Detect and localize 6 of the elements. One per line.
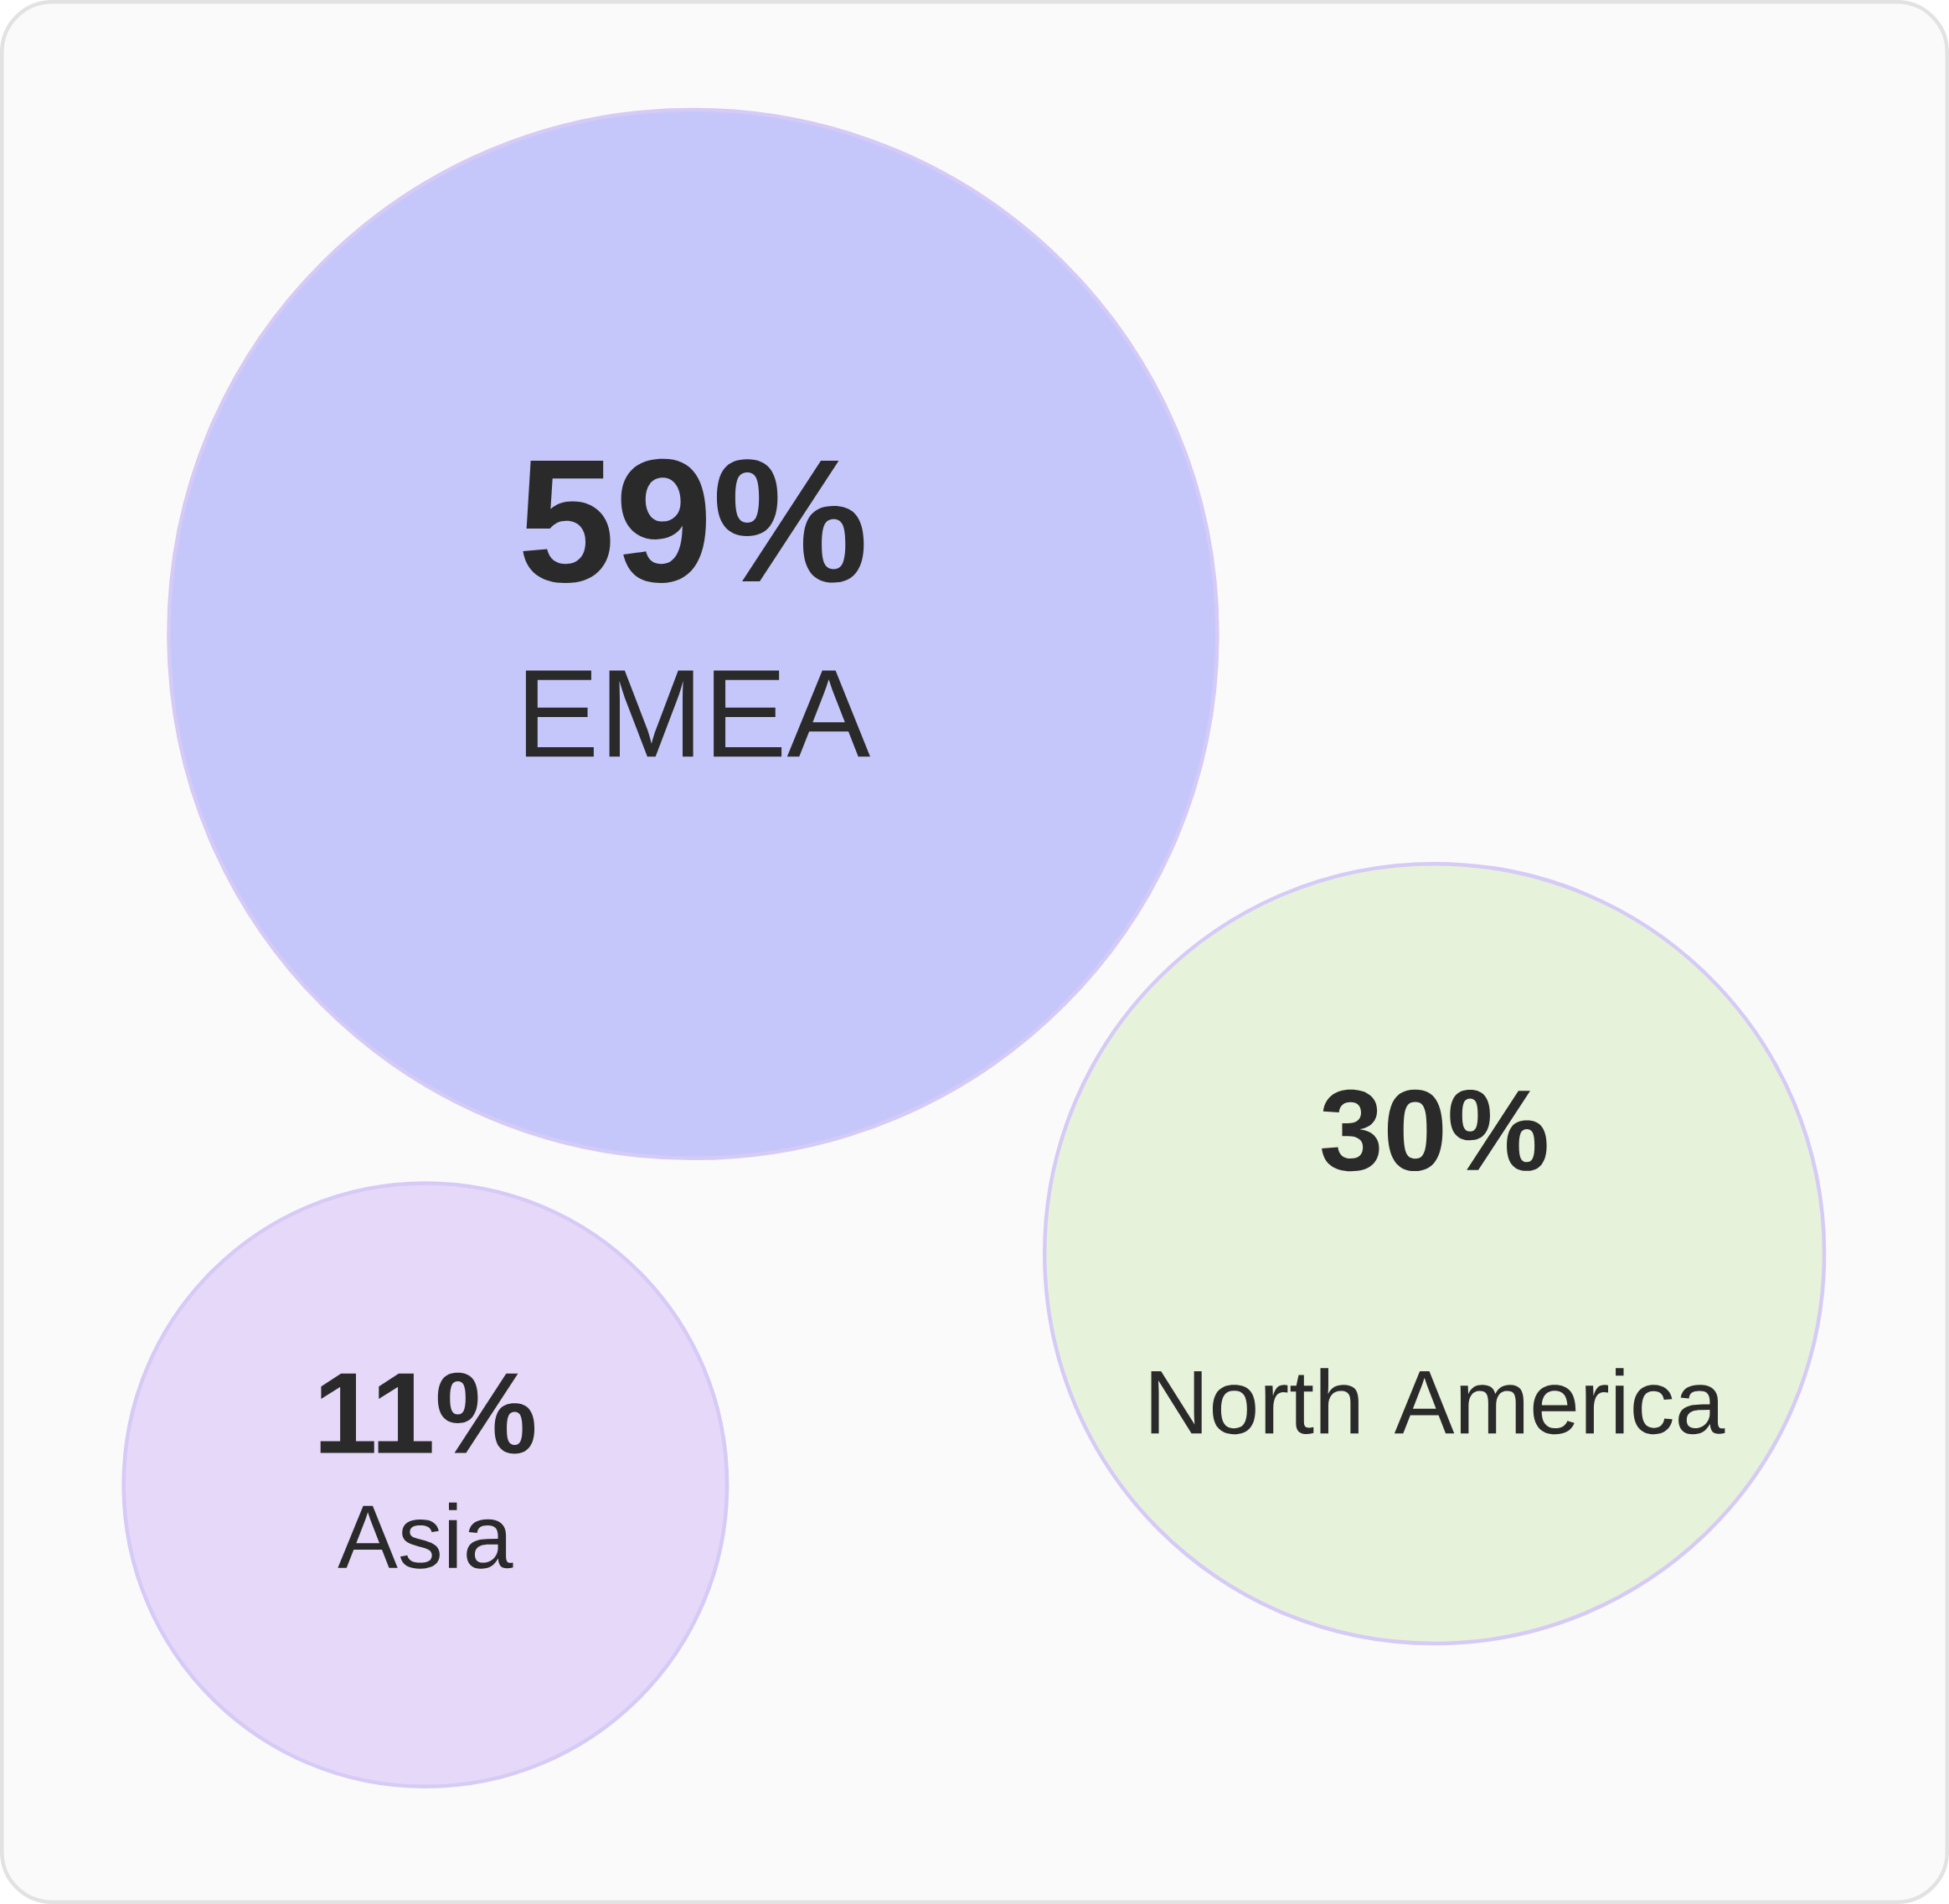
data-label: 59% bbox=[523, 458, 864, 583]
category-label: EMEA bbox=[525, 670, 870, 757]
data-label: 11% bbox=[320, 1372, 535, 1454]
category-label: North America bbox=[1151, 1368, 1725, 1435]
data-label: 30% bbox=[1322, 1089, 1547, 1172]
category-label: Asia bbox=[338, 1502, 513, 1569]
